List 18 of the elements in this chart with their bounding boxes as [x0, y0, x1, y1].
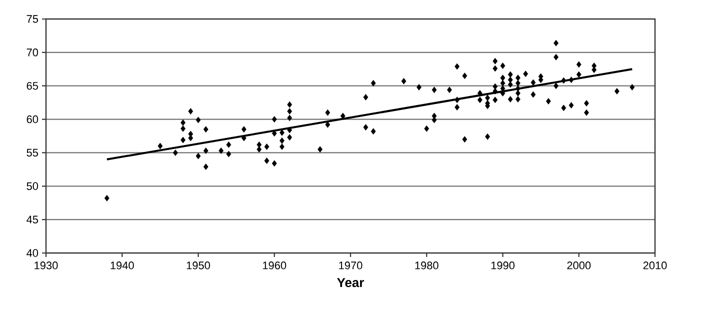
x-tick-label: 1960 [263, 262, 286, 270]
y-tick-label: 40 [26, 249, 38, 257]
y-tick-label: 75 [26, 15, 38, 23]
x-tick-label: 2000 [567, 262, 591, 270]
x-tick-label: 2010 [643, 262, 667, 270]
x-tick-label: 1930 [34, 262, 58, 270]
y-tick-label: 60 [26, 115, 38, 124]
x-axis-title: Year [337, 278, 364, 288]
x-tick-label: 1990 [491, 262, 514, 270]
y-tick-label: 55 [26, 148, 38, 157]
y-tick-label: 45 [26, 216, 38, 224]
x-tick-label: 1950 [186, 262, 210, 270]
y-tick-label: 70 [26, 48, 38, 56]
x-tick-label: 1970 [339, 262, 362, 270]
y-tick-label: 65 [26, 82, 38, 90]
y-tick-label: 50 [26, 182, 38, 190]
x-tick-label: 1940 [110, 262, 134, 270]
x-tick-label: 1980 [415, 262, 438, 270]
